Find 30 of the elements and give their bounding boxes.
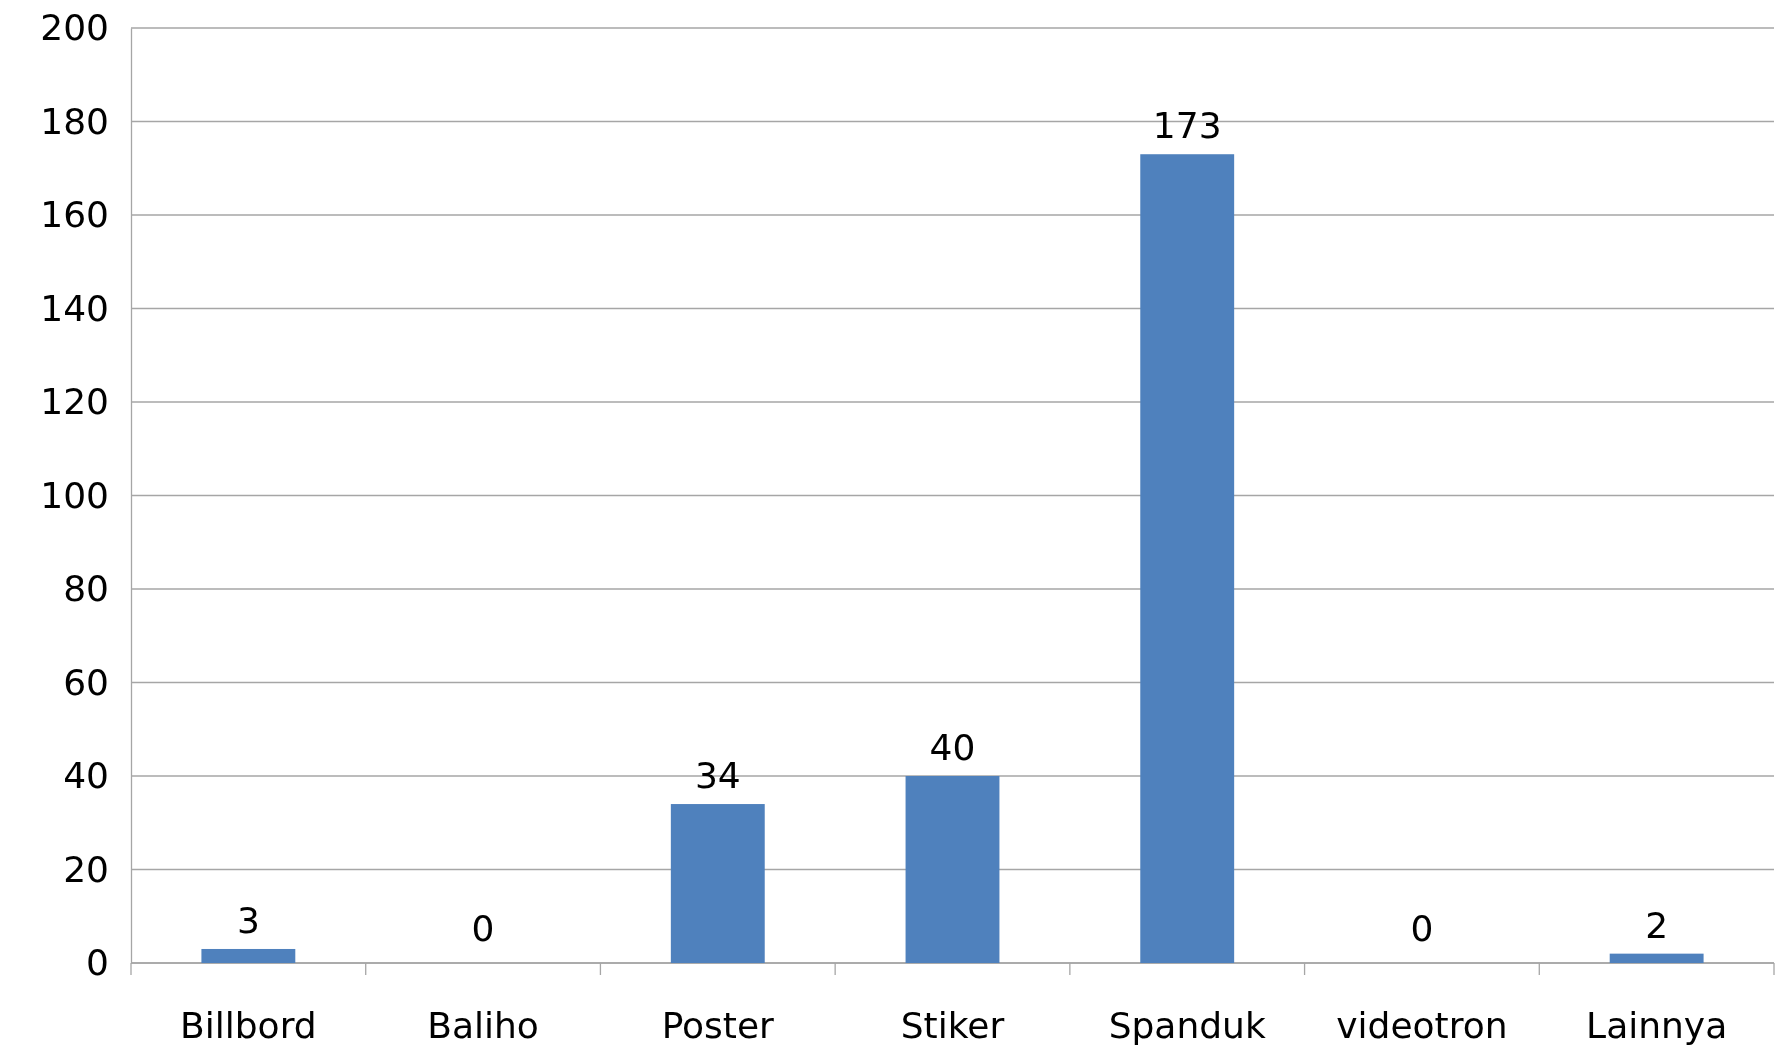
bar: [201, 948, 296, 963]
y-tick-label: 120: [40, 381, 109, 423]
y-tick-label: 180: [40, 100, 109, 142]
y-tick-label: 140: [40, 287, 109, 329]
x-tick-label: Poster: [661, 1005, 775, 1046]
x-tick-label: Billbord: [180, 1005, 317, 1046]
y-tick-label: 160: [40, 194, 109, 236]
bar: [905, 776, 1000, 963]
x-tick-label: Stiker: [900, 1005, 1005, 1046]
data-label: 0: [471, 908, 495, 949]
y-tick-label: 100: [40, 474, 109, 516]
bar: [1609, 953, 1704, 963]
x-tick-label: Baliho: [427, 1005, 539, 1046]
y-tick-label: 40: [63, 755, 109, 797]
y-tick-label: 80: [63, 568, 109, 610]
data-label: 40: [929, 727, 976, 768]
x-tick-label: videotron: [1336, 1005, 1508, 1046]
data-label: 34: [694, 755, 741, 797]
bar: [1140, 154, 1235, 963]
data-label: 3: [236, 899, 260, 941]
y-tick-label: 0: [86, 942, 109, 984]
x-tick-label: Spanduk: [1108, 1005, 1266, 1046]
y-tick-label: 20: [63, 848, 109, 890]
data-label: 0: [1410, 908, 1434, 949]
x-tick-label: Lainnya: [1586, 1005, 1728, 1046]
data-label: 2: [1645, 904, 1669, 946]
bar: [670, 804, 765, 963]
data-label: 173: [1152, 105, 1222, 147]
y-tick-label: 60: [63, 661, 109, 703]
y-tick-label: 200: [40, 7, 109, 49]
